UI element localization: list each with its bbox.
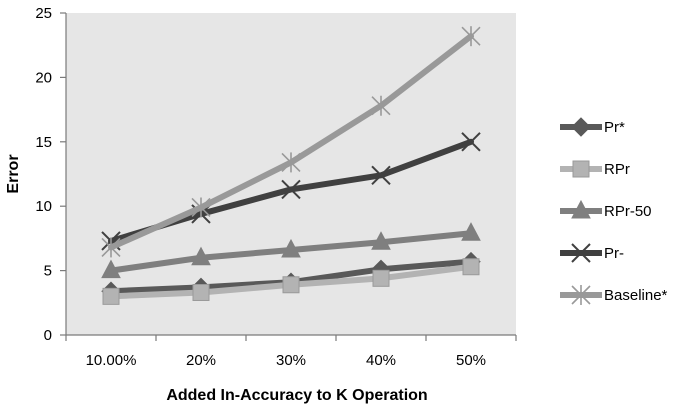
x-tick-label: 10.00%: [86, 352, 137, 369]
series-rpr: [102, 258, 480, 305]
legend-label: Baseline*: [604, 287, 668, 304]
legend: Pr* RPr RPr-50 Pr- Baseline*: [560, 117, 668, 305]
y-axis-ticks: 0 5 10 15 20 25: [35, 5, 66, 344]
y-tick-label: 10: [35, 198, 52, 215]
data-point: [282, 276, 300, 294]
legend-item: RPr: [560, 160, 630, 178]
x-tick-label: 50%: [456, 352, 486, 369]
data-point: [461, 132, 481, 152]
x-tick-label: 40%: [366, 352, 396, 369]
legend-label: RPr-50: [604, 203, 652, 220]
legend-marker: [571, 285, 591, 305]
legend-marker: [571, 117, 591, 137]
series-baseline: [101, 26, 481, 258]
legend-item: Baseline*: [560, 285, 668, 305]
data-point: [371, 95, 391, 116]
data-point: [372, 269, 390, 287]
legend-item: RPr-50: [560, 199, 652, 220]
legend-marker: [571, 199, 591, 219]
data-point: [101, 237, 121, 258]
legend-label: RPr: [604, 161, 630, 178]
legend-item: Pr*: [560, 117, 625, 137]
data-point: [281, 238, 301, 258]
data-point: [461, 222, 481, 241]
data-point: [191, 197, 211, 218]
y-tick-label: 25: [35, 5, 52, 22]
data-point: [102, 287, 120, 305]
series-group: [101, 26, 481, 305]
legend-marker: [572, 160, 590, 178]
series-rpr-50: [101, 222, 481, 279]
data-point: [371, 165, 391, 185]
y-tick-label: 20: [35, 69, 52, 86]
data-point: [101, 259, 121, 279]
x-tick-label: 30%: [276, 352, 306, 369]
legend-marker: [571, 243, 591, 263]
y-axis-title: Error: [5, 154, 22, 193]
data-point: [371, 231, 391, 250]
y-tick-label: 0: [44, 327, 52, 344]
y-tick-label: 5: [44, 263, 52, 280]
data-point: [462, 258, 480, 276]
data-point: [281, 179, 301, 200]
x-axis-title: Added In-Accuracy to K Operation: [166, 387, 427, 404]
data-point: [192, 283, 210, 301]
x-tick-label: 20%: [186, 352, 216, 369]
data-point: [281, 152, 301, 173]
data-point: [461, 26, 481, 47]
legend-item: Pr-: [560, 243, 624, 263]
data-point: [191, 246, 211, 266]
legend-label: Pr*: [604, 119, 625, 136]
legend-label: Pr-: [604, 245, 624, 262]
x-axis-ticks: 10.00% 20% 30% 40% 50%: [65, 335, 517, 369]
y-tick-label: 15: [35, 134, 52, 151]
